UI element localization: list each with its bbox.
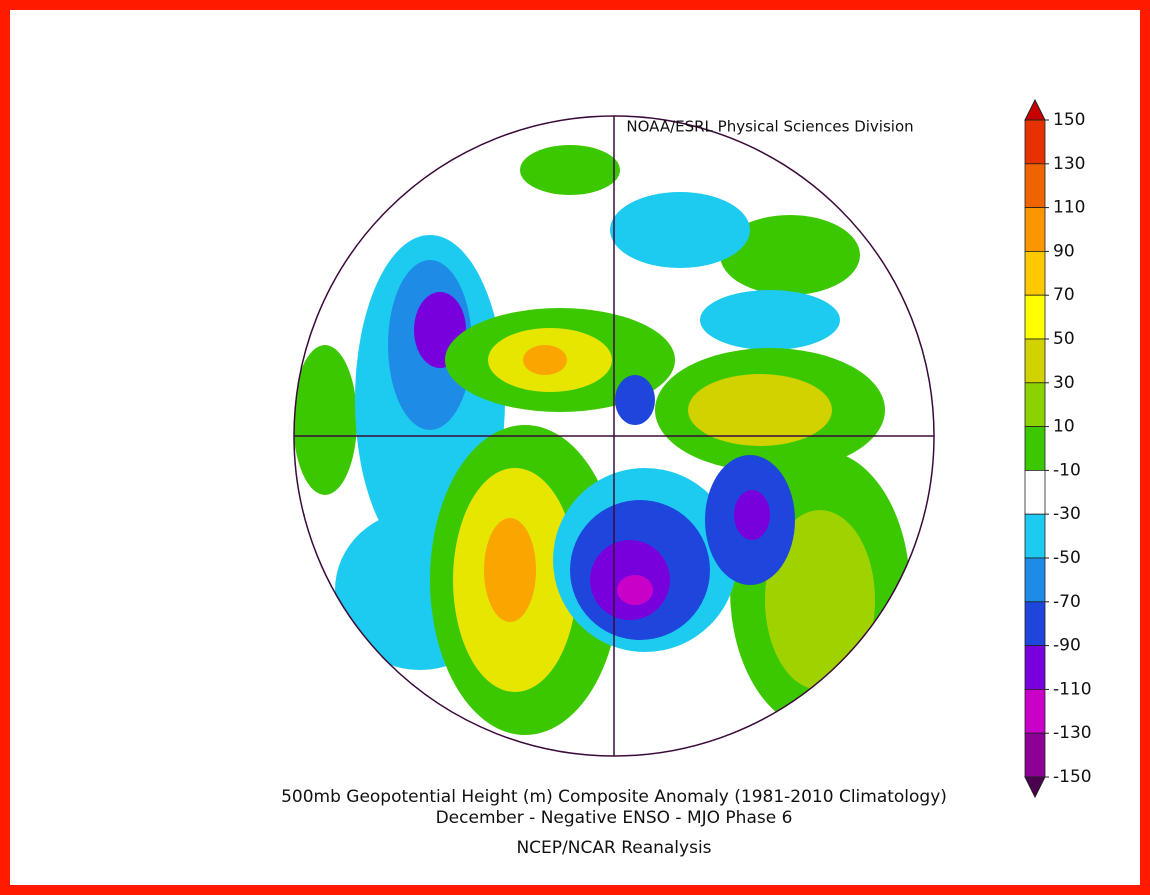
colorbar-tick-label: -70 <box>1053 592 1081 612</box>
colorbar-tick-label: 110 <box>1053 198 1085 218</box>
colorbar-band <box>1024 645 1046 690</box>
colorbar-tick-label: 150 <box>1053 110 1085 130</box>
colorbar-band <box>1024 382 1046 427</box>
title-line: December - Negative ENSO - MJO Phase 6 <box>436 808 793 828</box>
colorbar-band <box>1024 513 1046 559</box>
source: NCEP/NCAR Reanalysis <box>516 838 711 858</box>
colorbar-tick-label: -110 <box>1053 679 1092 699</box>
colorbar-tick-label: -10 <box>1053 460 1081 480</box>
colorbar-band <box>1024 163 1046 209</box>
colorbar-tick-label: -30 <box>1053 504 1081 524</box>
colorbar-band <box>1024 732 1046 778</box>
colorbar-tick-label: 70 <box>1053 285 1075 305</box>
map-boundary <box>293 115 935 757</box>
colorbar-band <box>1024 207 1046 252</box>
colorbar-over <box>1024 98 1046 121</box>
colorbar-tick-label: 10 <box>1053 417 1075 437</box>
colorbar-band <box>1024 469 1046 515</box>
colorbar-band <box>1024 338 1046 384</box>
title-line: 500mb Geopotential Height (m) Composite … <box>281 787 947 807</box>
colorbar-band <box>1024 689 1046 734</box>
colorbar-tick-label: 90 <box>1053 241 1075 261</box>
colorbar-tick-label: -150 <box>1053 767 1092 787</box>
colorbar-band <box>1024 294 1046 340</box>
colorbar-tick-label: 50 <box>1053 329 1075 349</box>
colorbar-tick-label: -130 <box>1053 723 1092 743</box>
colorbar-tick-label: -50 <box>1053 548 1081 568</box>
anomaly-field <box>294 116 934 756</box>
colorbar-band <box>1024 557 1046 603</box>
colorbar-band <box>1024 119 1046 165</box>
colorbar-under <box>1024 776 1046 799</box>
colorbar-tick-label: -90 <box>1053 636 1081 656</box>
colorbar-band <box>1024 601 1046 646</box>
colorbar-band <box>1024 426 1046 471</box>
colorbar-tick-label: 130 <box>1053 154 1085 174</box>
colorbar-tick-label: 30 <box>1053 373 1075 393</box>
colorbar-band <box>1024 250 1046 296</box>
credit: NOAA/ESRL Physical Sciences Division <box>626 118 913 136</box>
